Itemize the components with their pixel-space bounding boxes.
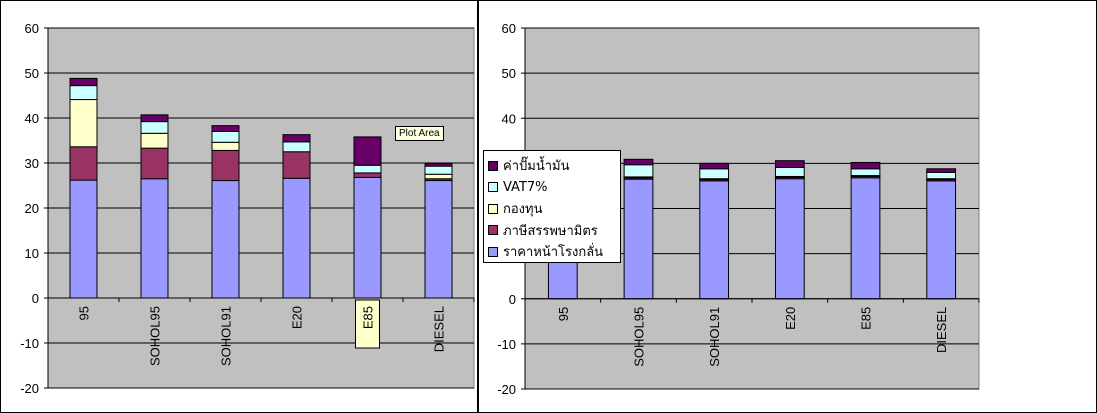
legend-item[interactable]: ภาษีสรรพษามิตร	[488, 220, 620, 242]
bar-segment	[140, 147, 169, 180]
bar-segment	[424, 173, 453, 180]
x-tick-label: SOHOL91	[707, 307, 722, 367]
bar-segment	[699, 168, 730, 180]
bar-segment	[282, 177, 311, 299]
bar-segment	[211, 180, 240, 299]
y-tick-label: 40	[25, 111, 39, 126]
bar-segment	[140, 121, 169, 134]
chart-legend[interactable]: ค่าปั๊มน้ำมัน VAT7% กองทุนภาษีสรรพษามิตรรา…	[483, 150, 621, 263]
legend-swatch	[488, 160, 498, 171]
bar-segment	[774, 178, 805, 300]
x-tick-label: SOHOL91	[219, 306, 234, 366]
bar-segment	[140, 114, 169, 123]
bar-segment	[353, 172, 382, 178]
y-tick-label: 60	[25, 21, 39, 36]
x-tick-label: DIESEL	[934, 307, 949, 353]
x-tick-label: 95	[556, 307, 571, 321]
bar-segment	[353, 136, 382, 166]
y-tick-label: 40	[502, 111, 516, 126]
bar-segment	[699, 180, 730, 300]
y-tick-label: -20	[20, 381, 39, 396]
left-stacked-bar-chart[interactable]: -20 -10 0 10 20 30 40 50 60 95 SOHOL95 SOHOL91 E20 E8…	[1, 1, 477, 412]
bar-segment	[140, 178, 169, 299]
legend-swatch	[488, 203, 498, 214]
y-tick-label: 60	[502, 21, 516, 36]
y-tick-label: 20	[25, 201, 39, 216]
bar-segment	[69, 179, 98, 299]
x-tick-label: E85	[859, 307, 874, 330]
x-tick-label: E20	[783, 307, 798, 330]
bar-segment	[850, 177, 881, 300]
bar-segment	[69, 77, 98, 87]
x-tick-label: SOHOL95	[632, 307, 647, 367]
legend-swatch	[488, 225, 498, 236]
bar-segment	[211, 125, 240, 133]
bar-segment	[926, 180, 957, 300]
bar-segment	[69, 99, 98, 148]
y-tick-label: 0	[32, 291, 39, 306]
bar-segment	[282, 151, 311, 179]
bar-segment	[850, 168, 881, 177]
x-tick-label: SOHOL95	[148, 306, 163, 366]
bar-segment	[424, 165, 453, 175]
bar-segment	[211, 131, 240, 143]
y-tick-label: 10	[25, 246, 39, 261]
legend-label: ค่าปั๊มน้ำมัน	[503, 159, 570, 175]
y-tick-label: -10	[20, 336, 39, 351]
y-tick-label: 50	[502, 66, 516, 81]
bar-segment	[353, 164, 382, 174]
selected-category-highlight	[355, 299, 380, 349]
legend-label: ราคาหน้าโรงกลั่น	[503, 245, 604, 261]
bar-segment	[211, 141, 240, 151]
x-tick-label: E85	[361, 306, 376, 329]
bar-segment	[424, 162, 453, 167]
bar-segment	[69, 85, 98, 101]
bar-segment	[699, 162, 730, 170]
legend-item[interactable]: ค่าปั๊มน้ำมัน	[488, 155, 620, 177]
x-tick-label: E20	[290, 306, 305, 329]
legend-item[interactable]: กองทุน	[488, 198, 620, 220]
bar-segment	[926, 168, 957, 173]
x-tick-label: 95	[77, 306, 92, 320]
bar-segment	[623, 178, 654, 300]
y-tick-label: -10	[497, 337, 516, 352]
bar-segment	[69, 146, 98, 181]
legend-item[interactable]: VAT7%	[488, 177, 620, 199]
bar-segment	[623, 164, 654, 178]
bar-segment	[140, 132, 169, 149]
bar-segment	[353, 176, 382, 299]
y-tick-label: 50	[25, 66, 39, 81]
bar-segment	[424, 180, 453, 299]
left-chart-frame[interactable]: -20 -10 0 10 20 30 40 50 60 95 SOHOL95 SOHOL91 E20 E8…	[0, 0, 478, 413]
legend-label: ภาษีสรรพษามิตร	[503, 223, 598, 239]
y-tick-label: -20	[497, 382, 516, 397]
legend-item[interactable]: ราคาหน้าโรงกลั่น	[488, 241, 620, 263]
bar-segment	[623, 158, 654, 166]
legend-label: VAT7%	[503, 179, 548, 195]
bar-segment	[850, 161, 881, 170]
bar-segment	[282, 141, 311, 153]
plot-area-tooltip: Plot Area	[395, 126, 444, 141]
bar-segment	[926, 171, 957, 180]
bar-segment	[282, 134, 311, 143]
legend-swatch	[488, 182, 498, 193]
x-tick-label: DIESEL	[432, 306, 447, 352]
legend-label: กองทุน	[503, 202, 543, 218]
bar-segment	[211, 149, 240, 182]
bar-segment	[774, 160, 805, 168]
legend-swatch	[488, 246, 498, 257]
y-tick-label: 0	[509, 292, 516, 307]
y-tick-label: 30	[25, 156, 39, 171]
bar-segment	[774, 166, 805, 177]
